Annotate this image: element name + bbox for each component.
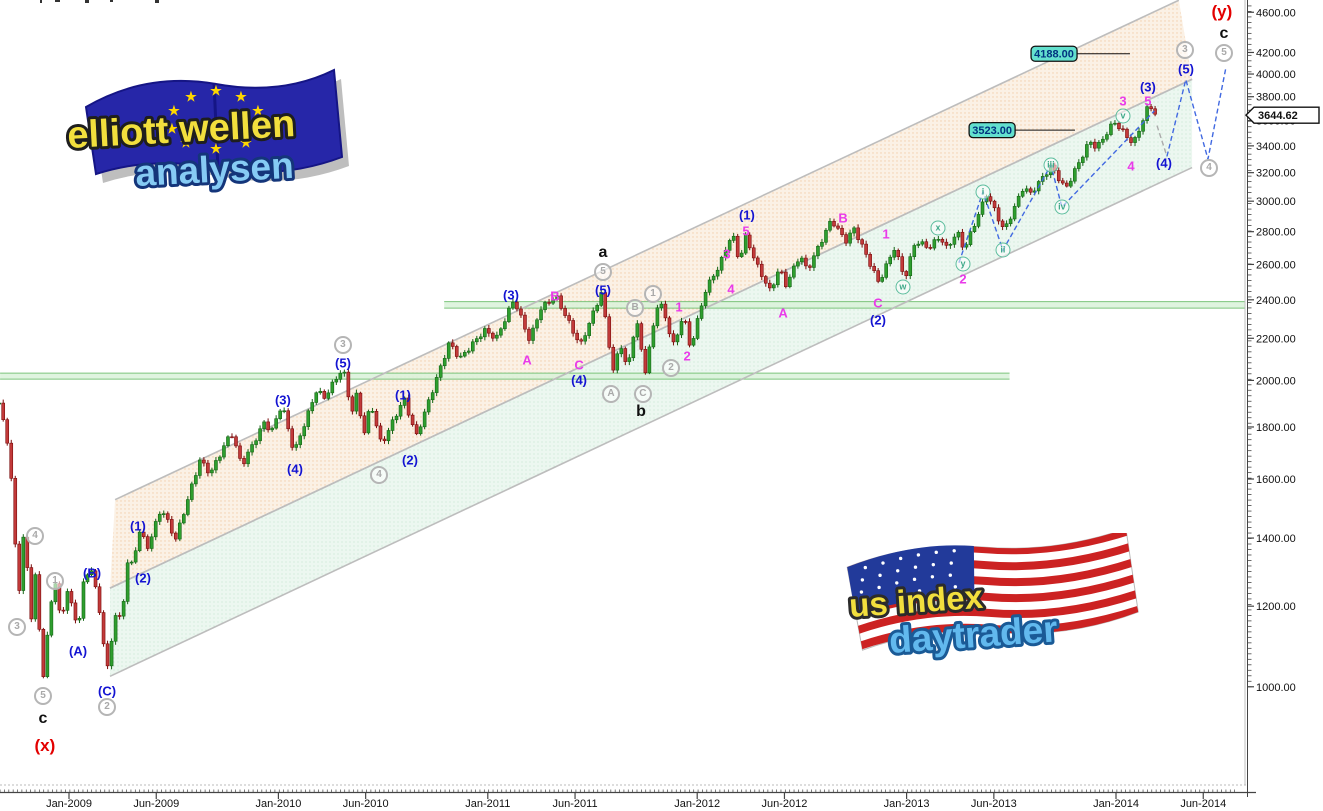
price-target-callouts: 4188.00 3523.00 bbox=[968, 45, 1130, 139]
eu-analysis-logo: ★ ★★ ★★★ ★★★ ★ elliott wellen analysen bbox=[63, 68, 349, 197]
cropped-text-fragment bbox=[40, 0, 42, 3]
svg-text:★: ★ bbox=[252, 103, 264, 118]
svg-text:Jan-2010: Jan-2010 bbox=[255, 798, 301, 810]
svg-text:1800.00: 1800.00 bbox=[1256, 422, 1296, 434]
cropped-text-fragment bbox=[155, 0, 159, 3]
svg-text:Jun-2013: Jun-2013 bbox=[971, 798, 1017, 810]
svg-text:★: ★ bbox=[235, 89, 247, 104]
svg-text:3400.00: 3400.00 bbox=[1256, 141, 1296, 153]
svg-text:2800.00: 2800.00 bbox=[1256, 227, 1296, 239]
svg-text:Jun-2010: Jun-2010 bbox=[343, 798, 389, 810]
svg-text:3523.00: 3523.00 bbox=[972, 125, 1012, 137]
svg-text:2400.00: 2400.00 bbox=[1256, 295, 1296, 307]
cropped-text-fragment bbox=[55, 0, 60, 2]
svg-text:1600.00: 1600.00 bbox=[1256, 474, 1296, 486]
svg-text:1200.00: 1200.00 bbox=[1256, 601, 1296, 613]
svg-text:★: ★ bbox=[210, 83, 222, 98]
wave-projection-lines bbox=[958, 67, 1227, 263]
support-resistance-bands bbox=[0, 301, 1246, 380]
svg-text:4188.00: 4188.00 bbox=[1034, 49, 1074, 61]
svg-text:3200.00: 3200.00 bbox=[1256, 168, 1296, 180]
svg-text:Jun-2011: Jun-2011 bbox=[553, 798, 598, 810]
cropped-text-fragment bbox=[110, 0, 113, 2]
svg-text:4600.00: 4600.00 bbox=[1256, 7, 1296, 19]
us-flag-icon bbox=[845, 533, 1140, 651]
trend-channel-lines bbox=[109, 0, 1193, 678]
svg-text:Jan-2013: Jan-2013 bbox=[884, 798, 930, 810]
svg-text:★: ★ bbox=[180, 135, 192, 150]
svg-text:3644.62: 3644.62 bbox=[1258, 110, 1298, 122]
svg-text:★: ★ bbox=[240, 135, 252, 150]
last-price-tag: 3644.62 bbox=[1245, 106, 1320, 124]
svg-text:1000.00: 1000.00 bbox=[1256, 682, 1296, 694]
svg-text:★: ★ bbox=[254, 121, 266, 136]
eu-flag-icon: ★ ★★ ★★★ ★★★ ★ bbox=[84, 68, 349, 183]
svg-text:1400.00: 1400.00 bbox=[1256, 533, 1296, 545]
svg-text:Jun-2012: Jun-2012 bbox=[762, 798, 808, 810]
svg-text:3000.00: 3000.00 bbox=[1256, 196, 1296, 208]
svg-text:4200.00: 4200.00 bbox=[1256, 47, 1296, 59]
svg-text:Jun-2009: Jun-2009 bbox=[133, 798, 179, 810]
svg-text:Jan-2009: Jan-2009 bbox=[46, 798, 92, 810]
cropped-text-fragment bbox=[85, 0, 89, 3]
svg-text:★: ★ bbox=[168, 103, 180, 118]
svg-text:★: ★ bbox=[210, 141, 222, 156]
us-index-daytrader-logo: us index daytrader bbox=[845, 533, 1140, 664]
svg-text:Jan-2014: Jan-2014 bbox=[1093, 798, 1139, 810]
svg-text:2200.00: 2200.00 bbox=[1256, 333, 1296, 345]
svg-text:★: ★ bbox=[166, 121, 178, 136]
svg-text:2000.00: 2000.00 bbox=[1256, 375, 1296, 387]
svg-text:Jan-2011: Jan-2011 bbox=[465, 798, 510, 810]
svg-text:★: ★ bbox=[185, 89, 197, 104]
svg-text:4000.00: 4000.00 bbox=[1256, 69, 1296, 81]
svg-text:2600.00: 2600.00 bbox=[1256, 259, 1296, 271]
eu-logo-subtitle: analysen bbox=[134, 145, 294, 194]
svg-text:Jan-2012: Jan-2012 bbox=[674, 798, 720, 810]
svg-text:3800.00: 3800.00 bbox=[1256, 92, 1296, 104]
svg-text:Jun-2014: Jun-2014 bbox=[1180, 798, 1226, 810]
